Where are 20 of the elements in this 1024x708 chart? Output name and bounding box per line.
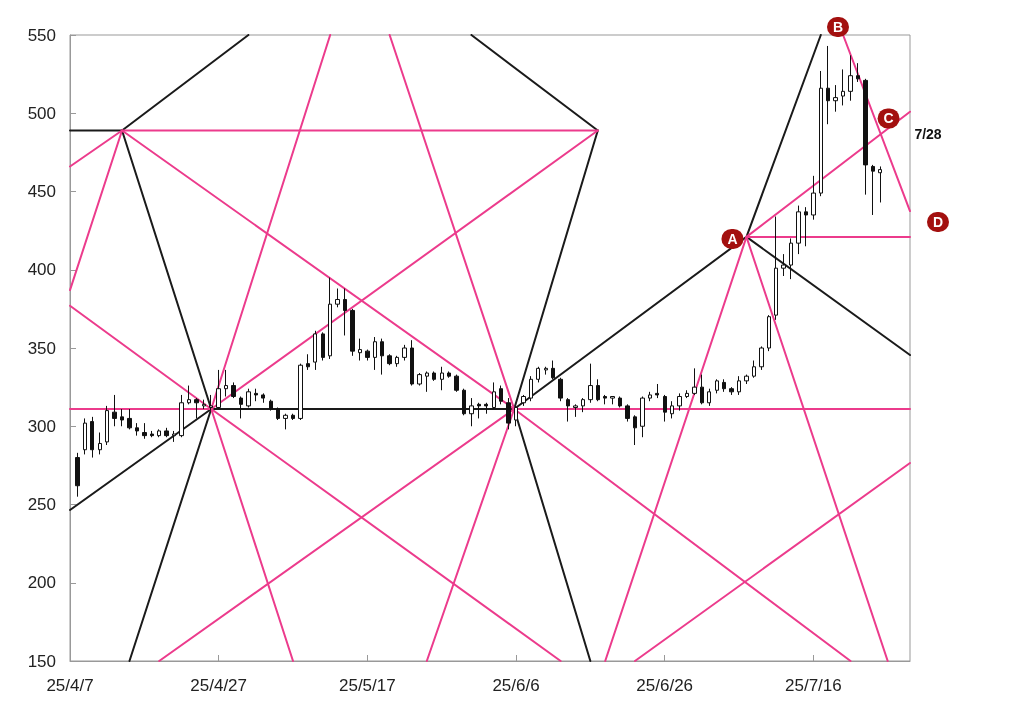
x-tick-label: 25/5/17 — [338, 676, 396, 695]
text: D — [932, 214, 944, 230]
x-tick-label: 25/7/16 — [785, 676, 842, 695]
annotation: C — [883, 110, 894, 127]
x-tick-label: 25/6/26 — [636, 676, 694, 695]
x-tick-label: 25/4/7 — [46, 676, 94, 695]
y-tick-label: 500 — [27, 103, 56, 123]
annotation: A — [727, 230, 738, 247]
y-tick-label: 350 — [27, 338, 56, 358]
text: B — [832, 19, 844, 35]
y-tick-label: 450 — [27, 182, 56, 201]
y-tick-label: 200 — [27, 573, 56, 593]
y-tick-label: 300 — [27, 416, 56, 436]
y-tick-label: 250 — [27, 495, 56, 514]
y-tick-label: 400 — [27, 260, 56, 280]
x-tick-label: 25/4/27 — [190, 676, 248, 695]
x-tick-label: 25/6/6 — [492, 676, 540, 695]
text: 7/28 — [914, 126, 942, 142]
y-tick-label: 550 — [27, 25, 56, 45]
y-tick-label: 150 — [27, 651, 56, 671]
